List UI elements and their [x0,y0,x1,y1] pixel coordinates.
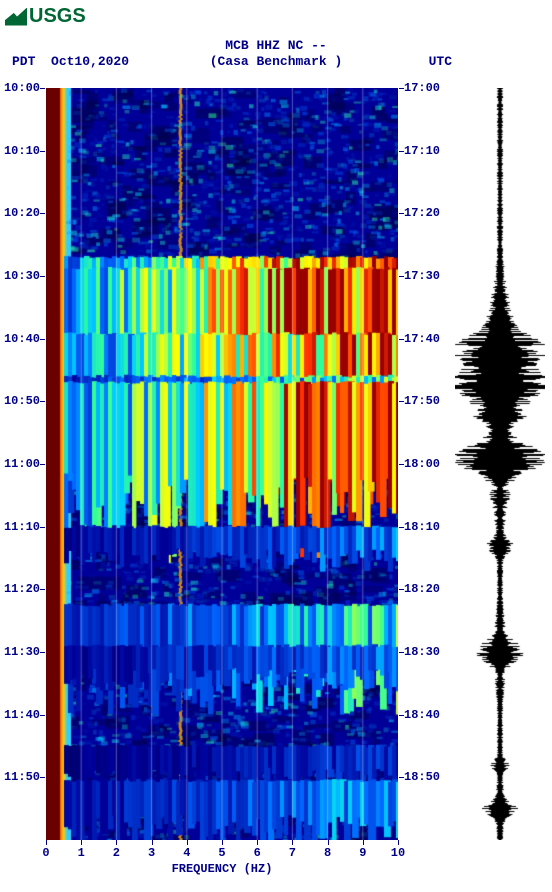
y-right-tick: 18:40 [404,708,440,722]
y-right-tick: 18:50 [404,770,440,784]
station-location: (Casa Benchmark ) [0,54,552,69]
x-axis: FREQUENCY (HZ) 012345678910 [46,840,398,880]
usgs-logo-text: USGS [29,5,86,28]
x-axis-label: FREQUENCY (HZ) [46,862,398,876]
y-axis-right: 17:0017:1017:2017:3017:4017:5018:0018:10… [400,88,450,840]
x-tick: 9 [359,846,366,860]
x-tick: 4 [183,846,190,860]
y-right-tick: 17:40 [404,332,440,346]
usgs-logo-mark [5,8,27,26]
x-tick: 6 [254,846,261,860]
x-tick: 2 [113,846,120,860]
station-id: MCB HHZ NC -- [0,38,552,53]
y-right-tick: 17:50 [404,394,440,408]
y-left-tick: 10:50 [4,394,40,408]
waveform-canvas [455,88,545,840]
x-tick: 5 [218,846,225,860]
y-left-tick: 10:20 [4,206,40,220]
y-right-tick: 18:20 [404,582,440,596]
x-tick: 0 [42,846,49,860]
y-right-tick: 17:10 [404,144,440,158]
y-right-tick: 18:10 [404,520,440,534]
y-right-tick: 18:00 [404,457,440,471]
y-left-tick: 11:20 [4,582,40,596]
y-axis-left: 10:0010:1010:2010:3010:4010:5011:0011:10… [0,88,44,840]
x-tick: 1 [78,846,85,860]
y-right-tick: 17:20 [404,206,440,220]
y-right-tick: 18:30 [404,645,440,659]
y-left-tick: 11:10 [4,520,40,534]
y-left-tick: 10:00 [4,81,40,95]
x-tick: 7 [289,846,296,860]
x-tick: 10 [391,846,405,860]
y-right-tick: 17:00 [404,81,440,95]
waveform-panel [455,88,545,840]
x-tick: 8 [324,846,331,860]
x-tick: 3 [148,846,155,860]
spectrogram-canvas [46,88,398,840]
y-left-tick: 11:40 [4,708,40,722]
y-left-tick: 11:50 [4,770,40,784]
y-left-tick: 11:00 [4,457,40,471]
y-left-tick: 10:10 [4,144,40,158]
y-left-tick: 10:30 [4,269,40,283]
tz-right: UTC [429,54,452,69]
usgs-logo: USGS [5,5,86,28]
y-left-tick: 10:40 [4,332,40,346]
y-left-tick: 11:30 [4,645,40,659]
y-right-tick: 17:30 [404,269,440,283]
spectrogram-plot [46,88,398,840]
